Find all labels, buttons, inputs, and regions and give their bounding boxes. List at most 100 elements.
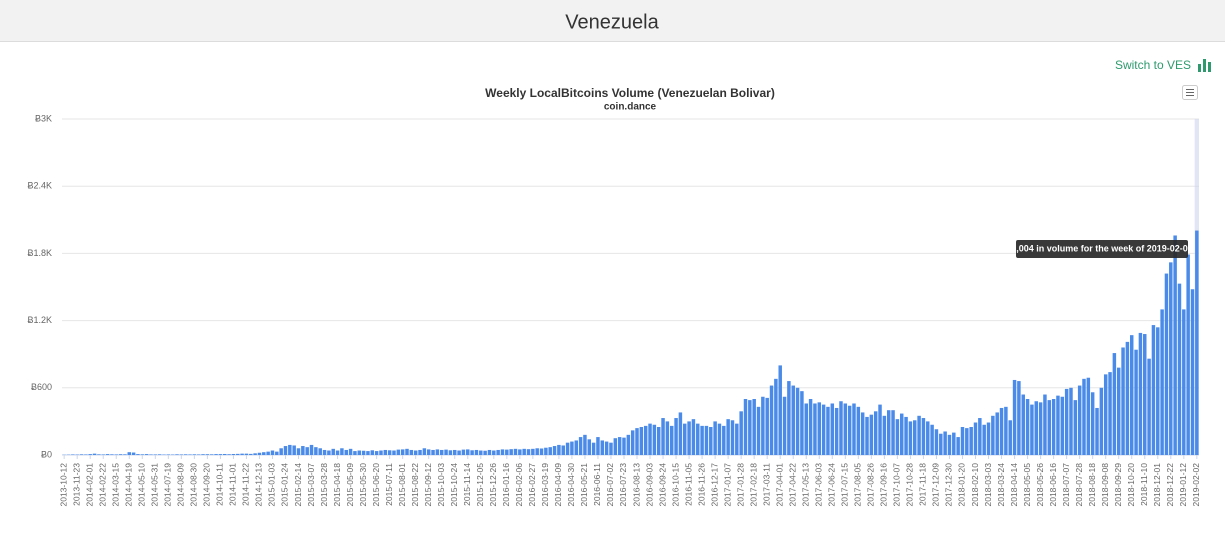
bar (357, 450, 362, 455)
bar (474, 449, 479, 455)
bar (1099, 387, 1104, 455)
x-tick-label: 2018-02-10 (970, 463, 980, 507)
x-tick-label: 2018-07-28 (1074, 463, 1084, 507)
bar (826, 406, 830, 455)
bar (413, 450, 418, 455)
x-tick-label: 2017-08-26 (866, 463, 876, 507)
switch-link[interactable]: Switch to VES (1115, 58, 1191, 72)
bar (600, 440, 605, 455)
bar (782, 396, 787, 455)
switch-icon[interactable] (1198, 59, 1211, 72)
x-tick-label: 2017-01-07 (722, 463, 732, 507)
bar (266, 451, 270, 455)
bar (613, 438, 618, 455)
bar (1004, 406, 1008, 455)
x-tick-label: 2016-09-24 (657, 463, 667, 507)
y-tick-label: Ƀ1.8K (27, 248, 52, 258)
bar (1195, 230, 1199, 455)
bar (79, 454, 84, 455)
bar (457, 450, 461, 455)
x-tick-label: 2016-03-19 (540, 463, 550, 507)
bar (461, 449, 466, 455)
x-tick-label: 2018-12-01 (1152, 463, 1162, 507)
bar (214, 454, 218, 455)
bar (227, 454, 231, 455)
bar (322, 449, 327, 455)
bar (127, 452, 132, 455)
bar (1047, 400, 1052, 455)
bar (800, 391, 804, 455)
x-tick-label: 2015-08-01 (397, 463, 407, 507)
bar (639, 427, 644, 455)
bar (687, 421, 691, 455)
x-tick-label: 2016-04-09 (553, 463, 563, 507)
x-tick-label: 2018-04-14 (1009, 463, 1019, 507)
bar (335, 450, 340, 455)
bar (314, 447, 318, 455)
bar (904, 416, 908, 455)
bar (986, 422, 991, 455)
bar (531, 448, 535, 455)
bar (249, 453, 253, 455)
x-tick-label: 2014-05-31 (150, 463, 160, 507)
bar (656, 427, 661, 455)
bar (166, 454, 171, 455)
bar (665, 421, 670, 455)
x-tick-label: 2017-10-28 (905, 463, 915, 507)
bar (409, 449, 414, 455)
bar (952, 432, 956, 455)
bar (1090, 392, 1095, 455)
x-tick-label: 2015-12-26 (488, 463, 498, 507)
bar (110, 454, 114, 455)
bar (1025, 399, 1030, 455)
bar (123, 454, 127, 455)
bar (418, 449, 422, 455)
bar (435, 449, 440, 455)
x-tick-label: 2016-02-27 (527, 463, 537, 507)
x-tick-label: 2017-05-13 (801, 463, 811, 507)
bar (305, 447, 309, 455)
bar (886, 410, 891, 455)
bar (327, 450, 331, 455)
bar (1186, 254, 1190, 455)
x-tick-label: 2015-10-24 (449, 463, 459, 507)
x-tick-label: 2017-10-07 (892, 463, 902, 507)
bar (696, 423, 700, 455)
bar (1021, 394, 1025, 455)
y-tick-label: Ƀ0 (41, 449, 52, 459)
bar (1190, 289, 1195, 455)
tooltip-text: 2,004 in volume for the week of 2019-02-… (1011, 243, 1193, 253)
bar (913, 420, 917, 455)
x-tick-label: 2014-08-09 (176, 463, 186, 507)
bar (1017, 381, 1021, 455)
bar (956, 437, 960, 455)
x-tick-label: 2018-03-24 (996, 463, 1006, 507)
bar (344, 449, 348, 455)
bar (1082, 378, 1086, 455)
bar (1060, 396, 1065, 455)
menu-button[interactable] (1182, 85, 1198, 100)
x-tick-label: 2017-06-03 (814, 463, 824, 507)
bar (752, 399, 756, 455)
bar (778, 365, 782, 455)
bar (318, 448, 322, 455)
bar (453, 449, 457, 455)
bar (1151, 325, 1156, 455)
bar (279, 448, 283, 455)
bar (830, 403, 835, 455)
bar (856, 406, 861, 455)
x-tick-label: 2014-09-20 (202, 463, 212, 507)
x-tick-label: 2015-05-30 (358, 463, 368, 507)
bar (548, 447, 552, 455)
bar (218, 454, 223, 455)
bar (374, 451, 379, 455)
bar (947, 434, 952, 455)
x-tick-label: 2018-10-20 (1126, 463, 1136, 507)
bar (934, 429, 939, 455)
x-tick-label: 2017-06-24 (827, 463, 837, 507)
bar (804, 403, 808, 455)
bar (1095, 407, 1099, 455)
bar (722, 425, 726, 455)
bar (518, 449, 522, 455)
x-tick-label: 2017-09-16 (879, 463, 889, 507)
